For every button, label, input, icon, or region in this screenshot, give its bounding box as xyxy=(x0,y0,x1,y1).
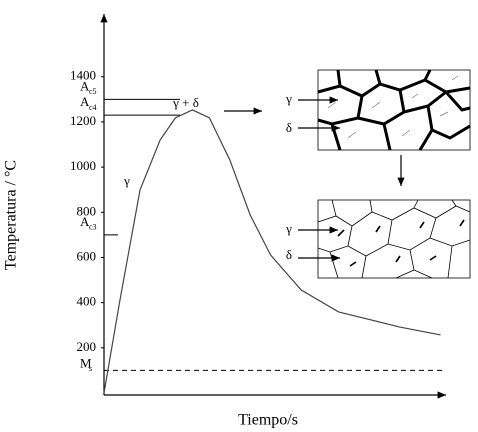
micrograph-coarse xyxy=(317,69,471,151)
y-axis-label: Temperatura / °C xyxy=(3,160,20,270)
y-tick-label: 400 xyxy=(77,294,97,309)
micro-label: δ xyxy=(286,120,292,135)
y-tick-label: 1200 xyxy=(70,113,96,128)
y-tick-label: 1000 xyxy=(70,158,96,173)
micro-label: δ xyxy=(286,247,292,262)
reference-subscript: c5 xyxy=(89,87,97,96)
reference-subscript: s xyxy=(89,364,92,373)
reference-name: M xyxy=(80,355,92,370)
micro-label: γ xyxy=(285,91,292,106)
reference-name: A xyxy=(80,94,90,109)
x-axis-label: Tiempo/s xyxy=(238,412,298,429)
reference-subscript: c3 xyxy=(89,223,97,232)
curve xyxy=(103,109,441,394)
y-tick-label: 200 xyxy=(77,339,97,354)
micro-label: γ xyxy=(285,221,292,236)
reference-name: A xyxy=(80,214,90,229)
phase-label: γ xyxy=(123,173,130,188)
micrograph-fine xyxy=(317,199,471,279)
y-tick-label: 1400 xyxy=(70,68,96,83)
y-tick-label: 600 xyxy=(77,248,97,263)
reference-name: A xyxy=(80,78,90,93)
phase-label: γ + δ xyxy=(172,95,199,110)
reference-subscript: c4 xyxy=(89,103,97,112)
y-tick-label: 800 xyxy=(77,203,97,218)
